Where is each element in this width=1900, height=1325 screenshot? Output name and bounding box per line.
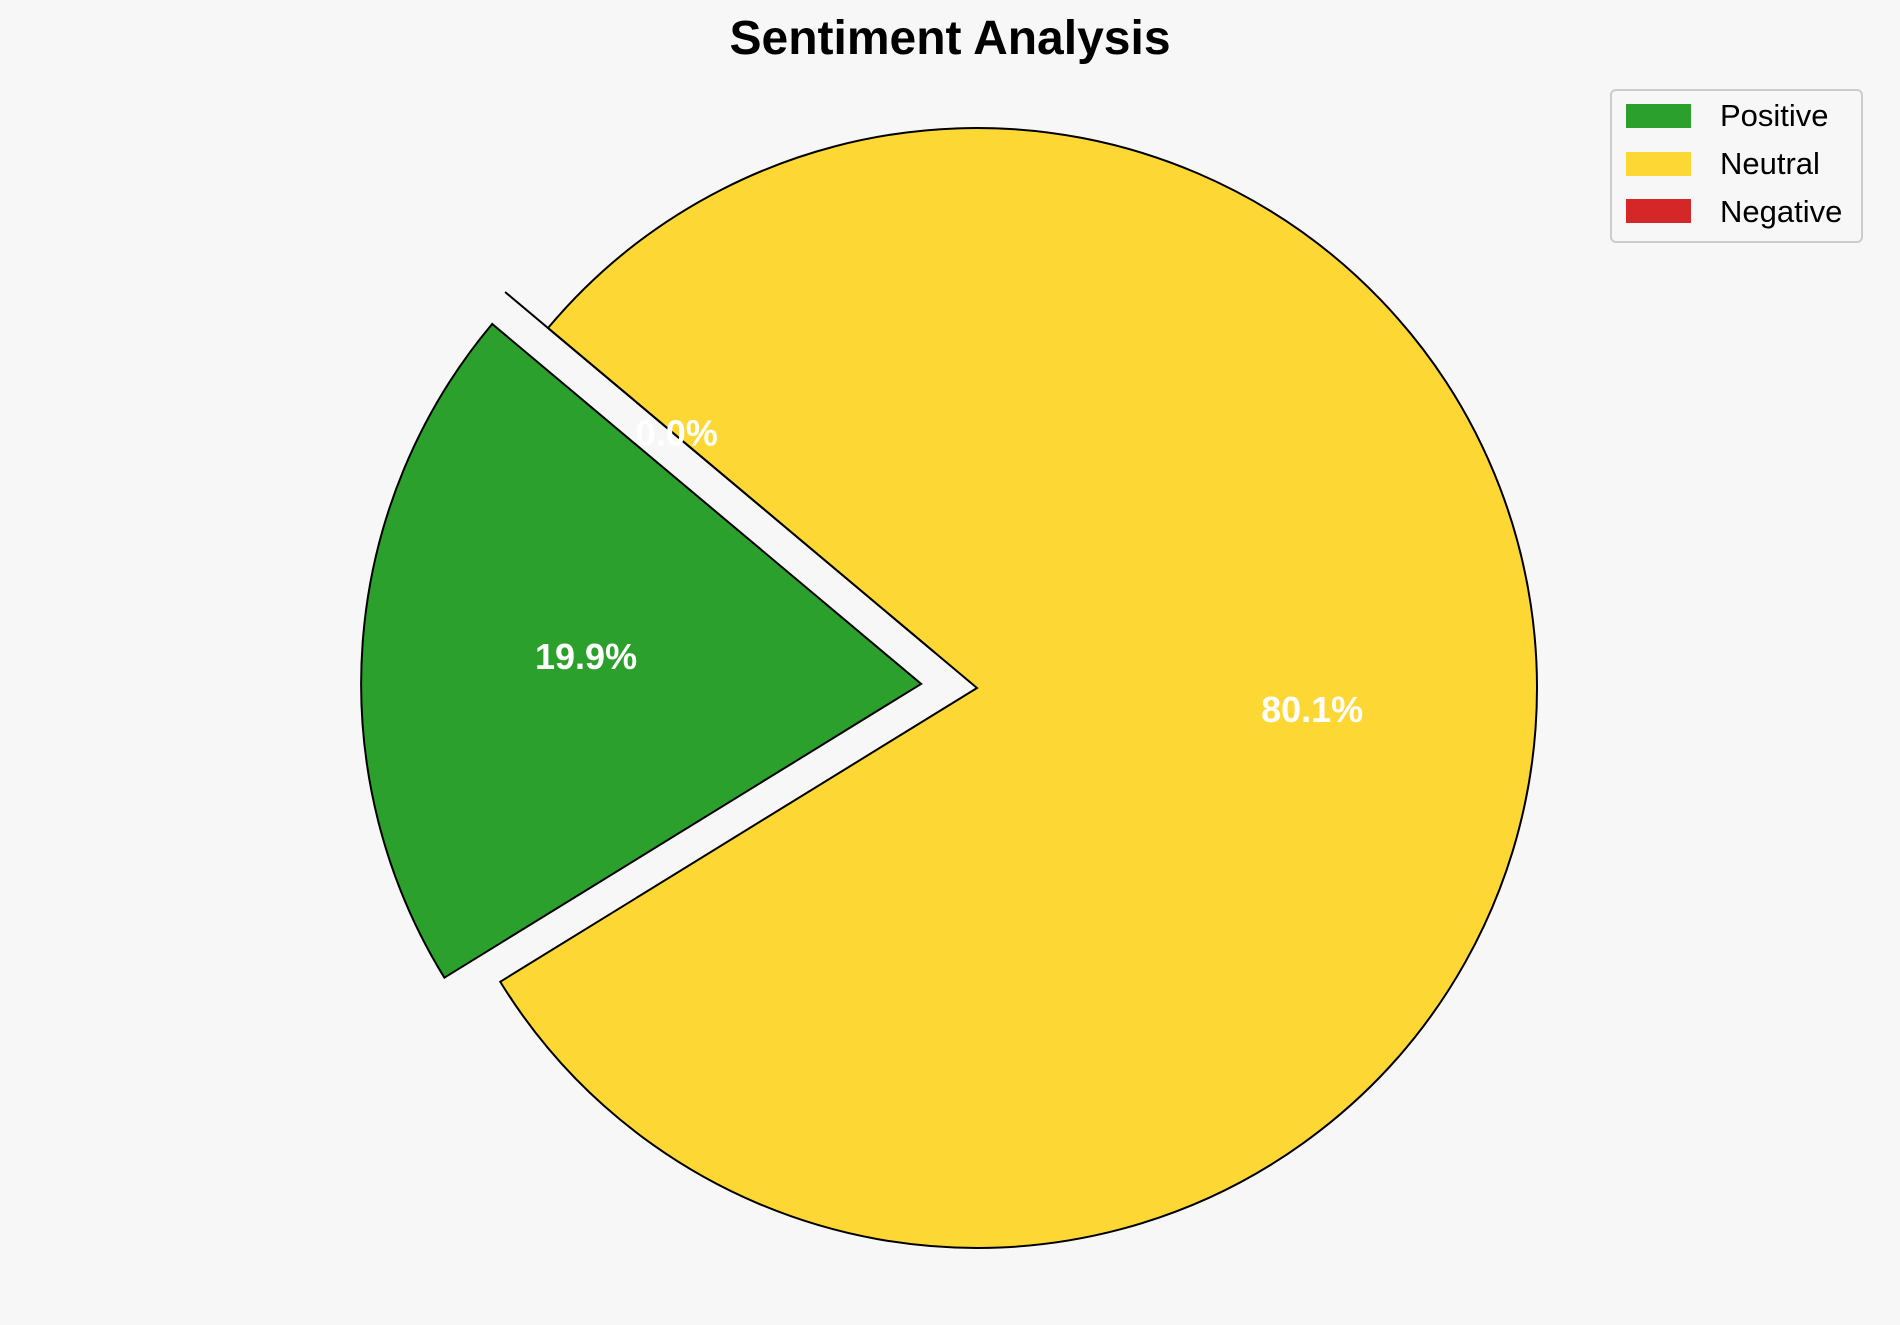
pie-slices bbox=[360, 127, 1538, 1249]
legend-swatch-positive bbox=[1626, 104, 1691, 128]
pie-label-negative: 0.0% bbox=[636, 413, 718, 454]
pie-slice-negative bbox=[504, 291, 935, 653]
legend-swatch-negative bbox=[1626, 199, 1691, 223]
legend: Positive Neutral Negative bbox=[1610, 89, 1863, 243]
legend-label-neutral: Neutral bbox=[1720, 146, 1820, 181]
legend-label-positive: Positive bbox=[1720, 98, 1829, 133]
pie-label-positive: 19.9% bbox=[535, 636, 637, 677]
pie-label-neutral: 80.1% bbox=[1261, 689, 1363, 730]
pie-slice-positive bbox=[360, 322, 923, 980]
legend-swatch-neutral bbox=[1626, 152, 1691, 176]
pie-slice-neutral bbox=[498, 127, 1538, 1249]
chart-title: Sentiment Analysis bbox=[729, 12, 1170, 65]
legend-label-negative: Negative bbox=[1720, 194, 1842, 229]
pie-slice-labels: 19.9% 80.1% 0.0% bbox=[535, 413, 1363, 730]
